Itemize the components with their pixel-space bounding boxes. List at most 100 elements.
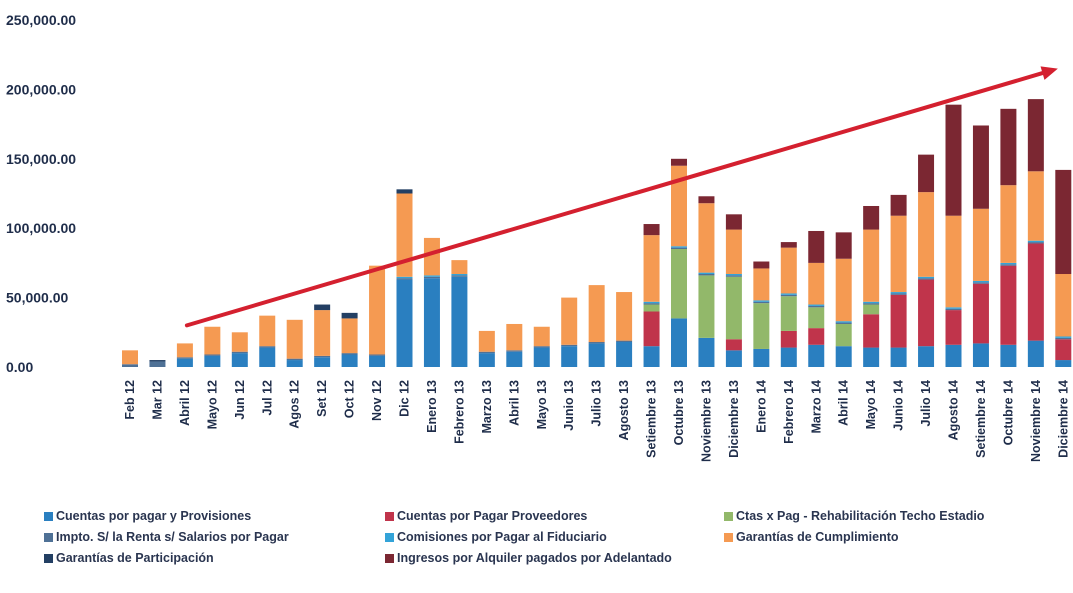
- legend-swatch: [44, 553, 53, 563]
- bar-segment: [1027, 171, 1044, 241]
- bar-segment: [835, 346, 852, 367]
- legend-item: Ingresos por Alquiler pagados por Adelan…: [385, 548, 672, 568]
- x-tick-label: Setiembre 14: [974, 380, 988, 458]
- x-tick-label: Enero 14: [754, 380, 768, 433]
- bar-segment: [753, 301, 770, 304]
- y-tick-label: 50,000.00: [6, 290, 68, 306]
- bar-segment: [561, 297, 578, 345]
- bar-segment: [286, 358, 303, 361]
- bar-segment: [1055, 169, 1072, 275]
- legend-label: Comisiones por Pagar al Fiduciario: [397, 530, 607, 544]
- bar-segment: [1055, 337, 1072, 340]
- bar-segment: [808, 307, 825, 329]
- bar-segment: [423, 237, 440, 276]
- y-tick-label: 200,000.00: [6, 81, 76, 97]
- bar-segment: [972, 283, 989, 344]
- bar-segment: [780, 242, 797, 248]
- legend-item: Cuentas por Pagar Proveedores: [385, 506, 587, 526]
- bar-segment: [972, 343, 989, 367]
- bar-segment: [506, 350, 523, 352]
- bar-segment: [725, 229, 742, 275]
- bar-segment: [945, 310, 962, 345]
- x-tick-label: Febrero 14: [782, 380, 796, 444]
- bar-segment: [1055, 360, 1072, 367]
- bar-segment: [451, 276, 468, 367]
- y-tick-label: 150,000.00: [6, 151, 76, 167]
- bar-segment: [753, 303, 770, 349]
- x-tick-label: Mayo 12: [205, 380, 219, 429]
- x-tick-label: Marzo 13: [480, 380, 494, 434]
- bar-segment: [616, 292, 633, 341]
- legend-label: Garantías de Participación: [56, 551, 214, 565]
- bar-segment: [671, 246, 687, 248]
- y-tick-label: 250,000.00: [6, 12, 76, 28]
- x-tick-label: Noviembre 13: [699, 380, 713, 462]
- bar-segment: [204, 355, 221, 367]
- bar-segment: [369, 355, 386, 367]
- bar-segment: [341, 312, 358, 319]
- bar-segment: [533, 326, 550, 347]
- bar-segment: [780, 296, 797, 331]
- bar-segment: [835, 232, 852, 259]
- bar-segment: [423, 278, 440, 367]
- x-tick-label: Dic 12: [398, 380, 412, 417]
- x-tick-label: Mar 12: [150, 380, 164, 420]
- bar-segment: [890, 215, 907, 293]
- bar-segment: [643, 235, 660, 302]
- x-tick-label: Agosto 13: [617, 380, 631, 440]
- bar-segment: [1027, 99, 1044, 172]
- x-tick-label: Feb 12: [123, 380, 137, 420]
- trend-arrow-head: [1040, 66, 1058, 80]
- bar-segment: [314, 355, 331, 358]
- bar-segment: [725, 274, 742, 276]
- bar-segment: [314, 357, 331, 367]
- bar-segment: [643, 301, 660, 304]
- bar-segment: [231, 332, 248, 352]
- bar-segment: [835, 321, 852, 323]
- bar-segment: [506, 323, 523, 351]
- bar-segment: [863, 229, 880, 302]
- bar-segment: [369, 354, 386, 356]
- bar-segment: [396, 193, 413, 277]
- bar-segment: [725, 214, 742, 230]
- legend-item: Cuentas por pagar y Provisiones: [44, 506, 251, 526]
- bar-segment: [972, 282, 989, 284]
- bar-segment: [698, 196, 715, 204]
- bar-segment: [1000, 108, 1017, 186]
- y-tick-label: 0.00: [6, 359, 33, 375]
- bar-segment: [863, 314, 880, 348]
- x-tick-label: Junio 13: [562, 380, 576, 431]
- x-tick-label: Jul 12: [260, 380, 274, 415]
- bar-segment: [863, 205, 880, 230]
- bar-segment: [643, 346, 660, 367]
- bar-segment: [918, 154, 935, 193]
- bar-segment: [616, 342, 633, 367]
- bar-segment: [231, 351, 248, 354]
- legend-item: Garantías de Participación: [44, 548, 214, 568]
- bar-segment: [259, 347, 276, 367]
- bar-segment: [1000, 265, 1017, 345]
- x-tick-label: Abril 14: [837, 380, 851, 426]
- bar-stacks: [122, 99, 1072, 367]
- bar-segment: [259, 315, 276, 347]
- x-tick-label: Setiembre 13: [645, 380, 659, 458]
- bar-segment: [918, 279, 935, 347]
- bar-segment: [808, 304, 825, 306]
- bar-segment: [176, 343, 193, 358]
- x-tick-label: Diciembre 13: [727, 380, 741, 458]
- x-tick-label: Mayo 14: [864, 380, 878, 429]
- legend-label: Ctas x Pag - Rehabilitación Techo Estadi…: [736, 509, 985, 523]
- legend-label: Cuentas por Pagar Proveedores: [397, 509, 588, 523]
- bar-segment: [176, 357, 193, 359]
- x-tick-label: Agosto 14: [947, 380, 961, 440]
- stacked-bar-chart: 0.00 50,000.00 100,000.00 150,000.00 200,000…: [6, 12, 1072, 462]
- x-tick-label: Diciembre 14: [1056, 380, 1070, 458]
- bar-segment: [176, 358, 193, 367]
- bar-segment: [725, 276, 742, 340]
- x-axis: Feb 12 Mar 12 Abril 12 Mayo 12 Jun 12 Jul 12 A…: [123, 380, 1070, 462]
- bar-segment: [918, 276, 935, 279]
- bar-segment: [835, 322, 852, 324]
- legend-swatch: [385, 553, 394, 563]
- bar-segment: [753, 348, 770, 367]
- bar-segment: [643, 304, 660, 312]
